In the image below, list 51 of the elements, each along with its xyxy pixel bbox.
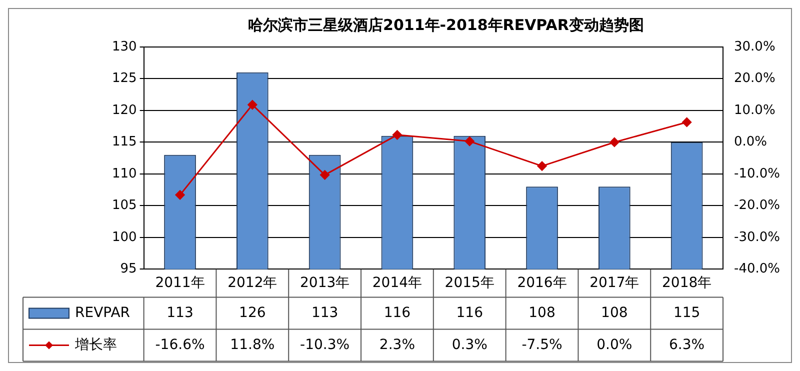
data-label: 113 bbox=[166, 304, 194, 321]
point bbox=[175, 190, 185, 200]
data-label: 108 bbox=[601, 304, 628, 321]
point bbox=[248, 100, 258, 110]
y-tick-label: 100 bbox=[112, 230, 137, 245]
x-tick-label: 2013年 bbox=[300, 275, 350, 292]
y-tick-label: 125 bbox=[112, 71, 137, 86]
data-label: 2.3% bbox=[379, 336, 415, 353]
x-tick-label: 2012年 bbox=[228, 275, 278, 292]
x-tick-label: 2011年 bbox=[155, 275, 205, 292]
data-label: 126 bbox=[239, 304, 266, 321]
y-tick-label: 120 bbox=[112, 102, 137, 118]
data-label: 6.3% bbox=[669, 336, 705, 353]
point bbox=[537, 161, 547, 171]
point bbox=[392, 130, 402, 140]
y2-tick-label: -10.0% bbox=[734, 166, 780, 182]
y-tick-label: 105 bbox=[112, 198, 137, 214]
point bbox=[320, 170, 330, 180]
data-label: 116 bbox=[384, 304, 411, 321]
data-label: 108 bbox=[528, 304, 556, 321]
x-tick-label: 2014年 bbox=[372, 275, 422, 292]
y2-tick-label: 30.0% bbox=[734, 39, 776, 54]
data-label: -16.6% bbox=[155, 336, 205, 353]
data-label: 0.3% bbox=[452, 336, 488, 353]
y2-tick-label: 0.0% bbox=[734, 134, 768, 150]
y2-tick-label: 10.0% bbox=[734, 102, 776, 118]
point bbox=[464, 136, 474, 146]
x-tick-label: 2018年 bbox=[662, 275, 712, 292]
data-label: 116 bbox=[456, 304, 484, 321]
y-tick-label: 95 bbox=[120, 262, 137, 277]
data-label: -10.3% bbox=[300, 336, 350, 353]
y-tick-label: 110 bbox=[112, 166, 137, 182]
y2-tick-label: -20.0% bbox=[734, 198, 780, 214]
data-label: 0.0% bbox=[596, 336, 632, 353]
data-label: 113 bbox=[311, 304, 338, 321]
point bbox=[610, 137, 620, 147]
point bbox=[682, 117, 692, 127]
legend-label: REVPAR bbox=[75, 304, 130, 321]
y-tick-label: 115 bbox=[112, 134, 137, 150]
data-label: -7.5% bbox=[522, 336, 562, 353]
x-tick-label: 2017年 bbox=[590, 275, 640, 292]
y2-tick-label: -30.0% bbox=[734, 230, 780, 245]
chart-title: 哈尔滨市三星级酒店2011年-2018年REVPAR变动趋势图 bbox=[248, 16, 644, 34]
data-label: 11.8% bbox=[230, 336, 275, 353]
y-tick-label: 130 bbox=[112, 39, 137, 54]
y2-tick-label: -40.0% bbox=[734, 262, 780, 277]
legend-label: 增长率 bbox=[74, 336, 117, 353]
y2-tick-label: 20.0% bbox=[734, 71, 776, 86]
x-tick-label: 2015年 bbox=[444, 275, 494, 292]
x-tick-label: 2016年 bbox=[517, 275, 567, 292]
data-label: 115 bbox=[673, 304, 700, 321]
